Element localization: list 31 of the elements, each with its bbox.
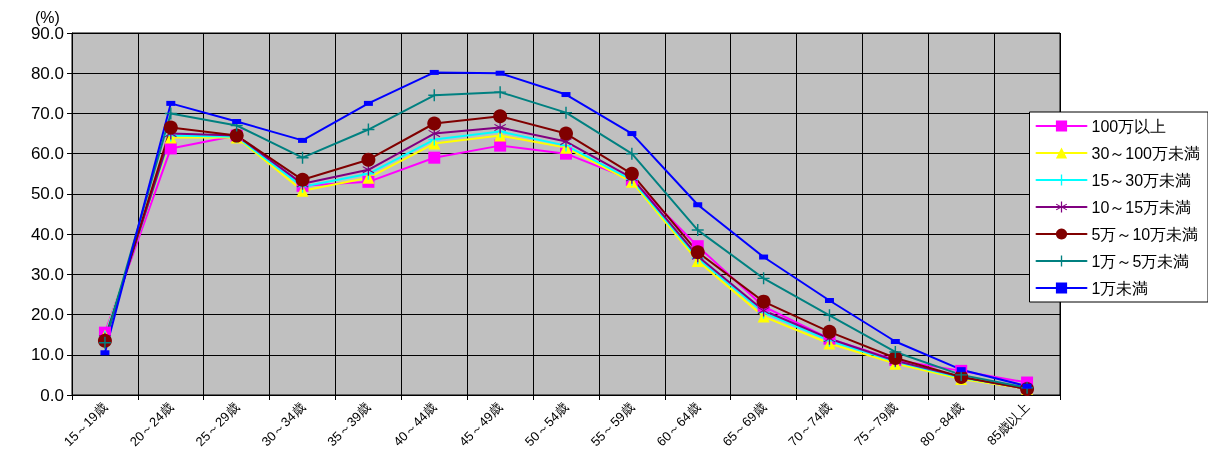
y-axis-title: (%): [35, 8, 60, 26]
legend-label: 10～15万未満: [1091, 198, 1192, 216]
legend-label: 30～100万未満: [1091, 144, 1201, 162]
x-tick-label: 35～39歳: [324, 399, 374, 450]
y-tick-label: 70.0: [30, 103, 64, 123]
y-tick-label: 20.0: [30, 305, 64, 325]
legend-label: 15～30万未満: [1091, 171, 1192, 189]
x-tick-label: 85歳以上: [983, 399, 1033, 449]
x-tick-label: 55～59歳: [587, 399, 638, 450]
y-tick-label: 0.0: [40, 385, 64, 405]
legend-label: 5万～10万未満: [1091, 225, 1199, 243]
y-tick-label: 40.0: [30, 224, 64, 244]
x-tick-label: 25～29歳: [192, 399, 242, 450]
x-tick-label: 65～69歳: [719, 399, 769, 450]
x-tick-label: 30～34歳: [258, 399, 308, 450]
legend-label: 1万～5万未満: [1091, 252, 1190, 270]
y-tick-label: 30.0: [30, 264, 64, 284]
y-tick-label: 10.0: [30, 345, 64, 365]
y-tick-label: 60.0: [30, 144, 64, 164]
x-tick-label: 80～84歳: [917, 399, 967, 450]
x-tick-label: 20～24歳: [126, 399, 177, 450]
legend-label: 100万以上: [1091, 117, 1167, 135]
x-tick-label: 50～54歳: [521, 399, 572, 450]
x-tick-label: 45～49歳: [456, 399, 506, 450]
x-tick-label: 40～44歳: [390, 399, 440, 450]
x-tick-label: 60～64歳: [653, 399, 704, 450]
x-tick-label: 70～74歳: [785, 399, 835, 450]
legend-label: 1万未満: [1091, 279, 1149, 297]
y-tick-label: 80.0: [30, 63, 64, 83]
x-tick-label: 75～79歳: [851, 399, 901, 450]
y-tick-label: 50.0: [30, 184, 64, 204]
